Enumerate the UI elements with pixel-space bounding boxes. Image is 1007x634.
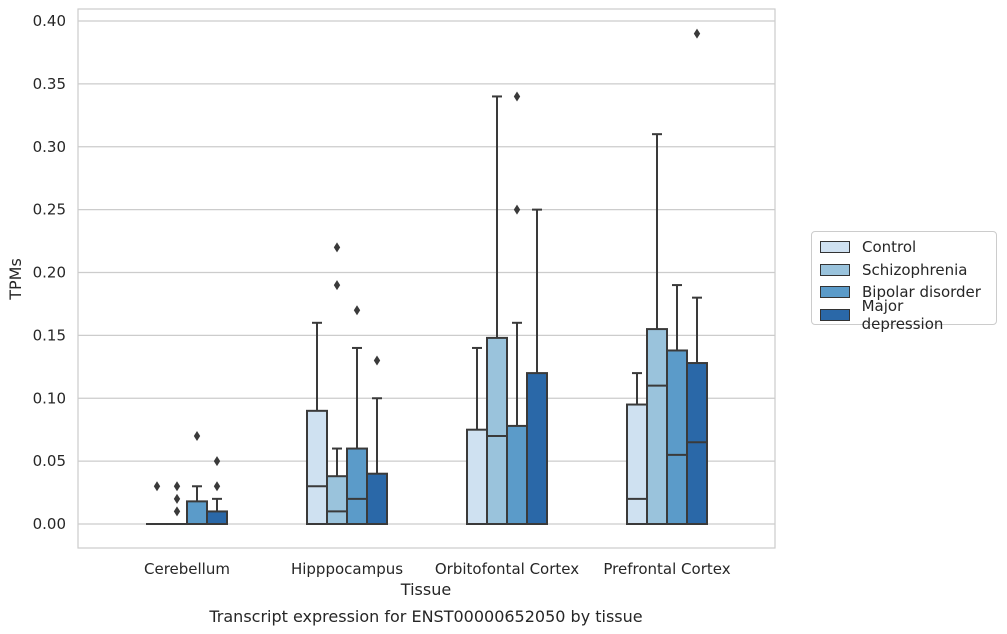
box (666, 349, 688, 525)
outlier-point (333, 280, 341, 291)
box-bipolar-disorder (506, 91, 528, 526)
box-control (626, 372, 648, 526)
legend-label: Schizophrenia (862, 260, 968, 279)
box (646, 328, 668, 525)
y-tick-label: 0.10 (33, 389, 66, 407)
outlier-point (693, 28, 701, 39)
outlier-point (373, 355, 381, 366)
box-control (466, 346, 488, 525)
legend-swatch (820, 286, 850, 299)
outlier-point (213, 481, 221, 492)
box (306, 409, 328, 526)
box-major-depression (686, 28, 708, 526)
legend-item: Bipolar disorder (820, 281, 988, 304)
legend: Control Schizophrenia Bipolar disorder Majo… (811, 231, 997, 333)
outlier-point (153, 481, 161, 492)
y-axis-ticks: 0.00 0.05 0.10 0.15 0.20 0.25 0.30 0.35 0.40 (33, 12, 66, 533)
outlier-point (513, 91, 521, 102)
box-major-depression (526, 208, 548, 525)
legend-label: Control (862, 238, 917, 257)
y-tick-label: 0.40 (33, 12, 66, 30)
x-tick-label: Hipppocampus (291, 560, 403, 578)
legend-swatch (820, 308, 850, 321)
y-tick-label: 0.35 (33, 75, 66, 93)
box (486, 336, 508, 526)
box (526, 372, 548, 525)
box-major-depression (366, 355, 388, 526)
legend-swatch (820, 263, 850, 276)
box-plot-area (146, 28, 708, 526)
y-axis-label: TPMs (6, 258, 25, 301)
outlier-point (513, 204, 521, 215)
box (506, 424, 528, 526)
x-axis-ticks: Cerebellum Hipppocampus Orbitofontal Corte… (144, 560, 731, 578)
chart-caption: Transcript expression for ENST0000065205… (208, 607, 642, 626)
legend-item: Control (820, 236, 988, 259)
outlier-point (333, 242, 341, 253)
box-bipolar-disorder (666, 284, 688, 525)
y-tick-label: 0.05 (33, 452, 66, 470)
box (686, 362, 708, 526)
box (366, 472, 388, 526)
legend-swatch (820, 241, 850, 254)
outlier-point (193, 430, 201, 441)
box-major-depression (206, 456, 228, 525)
box (626, 403, 648, 526)
x-tick-label: Prefrontal Cortex (603, 560, 730, 578)
box-bipolar-disorder (186, 430, 208, 525)
box-control (146, 481, 168, 526)
legend-item: Major depression (820, 297, 988, 333)
legend-item: Schizophrenia (820, 259, 988, 282)
box-schizophrenia (166, 481, 188, 526)
box (346, 447, 368, 525)
x-tick-label: Orbitofontal Cortex (435, 560, 579, 578)
box-schizophrenia (646, 133, 668, 525)
outlier-point (173, 481, 181, 492)
outlier-point (173, 506, 181, 517)
box-schizophrenia (326, 242, 348, 525)
box-control (306, 321, 328, 526)
box (466, 428, 488, 525)
y-tick-label: 0.20 (33, 264, 66, 282)
outlier-point (353, 305, 361, 316)
box-bipolar-disorder (346, 305, 368, 525)
x-tick-label: Cerebellum (144, 560, 230, 578)
box (326, 475, 348, 525)
box (206, 510, 228, 525)
box-schizophrenia (486, 95, 508, 526)
box (186, 500, 208, 525)
outlier-point (173, 493, 181, 504)
x-axis-label: Tissue (400, 580, 451, 599)
y-tick-label: 0.30 (33, 138, 66, 156)
legend-label: Bipolar disorder (862, 283, 981, 302)
y-tick-label: 0.15 (33, 326, 66, 344)
legend-label: Major depression (861, 296, 944, 333)
y-tick-label: 0.00 (33, 515, 66, 533)
outlier-point (213, 456, 221, 467)
y-tick-label: 0.25 (33, 201, 66, 219)
grid-lines (78, 20, 775, 525)
plot-frame (77, 8, 776, 549)
